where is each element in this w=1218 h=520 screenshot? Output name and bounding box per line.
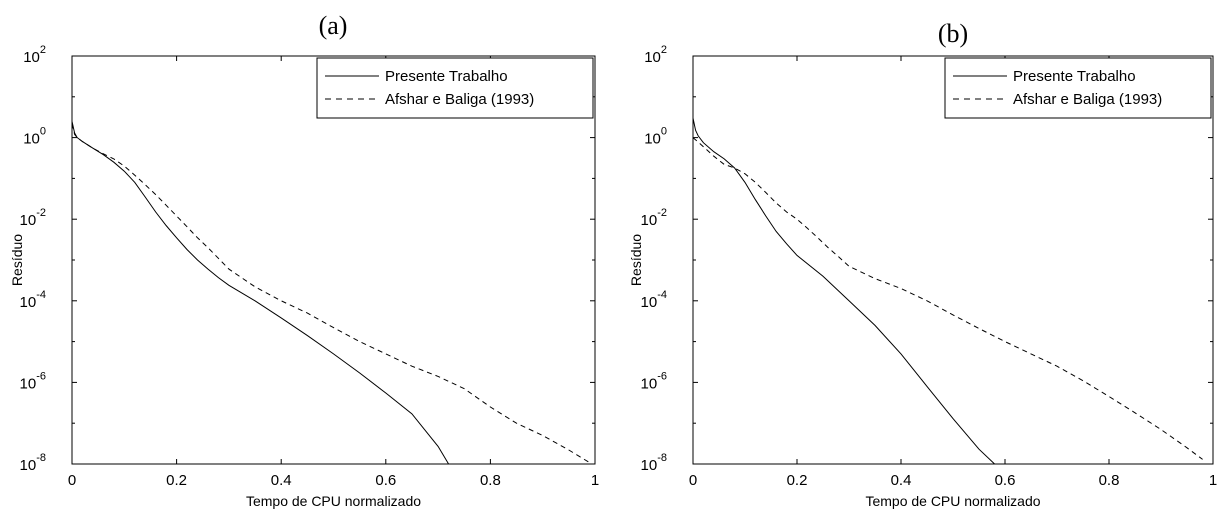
- series-line-presente-trabalho: [693, 117, 995, 464]
- legend-label: Afshar e Baliga (1993): [1013, 91, 1162, 108]
- x-axis-label: Tempo de CPU normalizado: [865, 493, 1040, 509]
- legend-label: Afshar e Baliga (1993): [385, 91, 534, 108]
- x-tick-label: 0.4: [891, 472, 912, 489]
- x-tick-label: 1: [591, 472, 599, 489]
- chart-panel-1: 0 0.2 0.4 0.6 0.8 1 10-8 10-6 10-4 10-2 100 102 (b) T…: [628, 19, 1217, 509]
- series-line-afshar-baliga: [693, 137, 1203, 460]
- series-group: [72, 121, 593, 464]
- x-tick-label: 0: [689, 472, 697, 489]
- legend: Presente Trabalho Afshar e Baliga (1993): [316, 57, 594, 119]
- x-tick-label: 0.6: [375, 472, 396, 489]
- y-tick-label: 10-4: [20, 289, 46, 311]
- chart-panel-0: 0 0.2 0.4 0.6 0.8 1 10-8 10-6 10-4 10-2 100 102 (a) T…: [9, 11, 599, 509]
- series-line-afshar-baliga: [72, 123, 593, 464]
- y-tick-label: 10-2: [20, 207, 46, 229]
- y-axis-label: Resíduo: [9, 234, 25, 286]
- x-axis-label: Tempo de CPU normalizado: [246, 493, 421, 509]
- y-tick-label: 10-6: [20, 370, 46, 392]
- legend-label: Presente Trabalho: [385, 68, 508, 85]
- x-tick-label: 0: [68, 472, 76, 489]
- panel-label: (a): [319, 11, 348, 40]
- y-tick-label: 100: [23, 126, 46, 148]
- legend-box: [316, 57, 594, 119]
- x-tick-label: 0.2: [787, 472, 808, 489]
- x-tick-label: 0.8: [1099, 472, 1120, 489]
- y-tick-label: 10-6: [641, 370, 667, 392]
- legend: Presente Trabalho Afshar e Baliga (1993): [944, 57, 1212, 119]
- x-tick-label: 1: [1209, 472, 1217, 489]
- x-tick-label: 0.6: [995, 472, 1016, 489]
- y-tick-label: 102: [23, 44, 46, 66]
- y-tick-label: 100: [644, 126, 667, 148]
- panel-label: (b): [938, 19, 968, 48]
- y-tick-label: 10-2: [641, 207, 667, 229]
- x-tick-label: 0.2: [166, 472, 187, 489]
- series-line-presente-trabalho: [72, 121, 450, 464]
- y-tick-label: 10-8: [641, 452, 667, 474]
- y-tick-label: 10-4: [641, 289, 667, 311]
- legend-label: Presente Trabalho: [1013, 68, 1136, 85]
- x-tick-label: 0.4: [271, 472, 292, 489]
- x-tick-label: 0.8: [480, 472, 501, 489]
- series-group: [693, 117, 1203, 464]
- y-tick-label: 10-8: [20, 452, 46, 474]
- y-tick-label: 102: [644, 44, 667, 66]
- legend-box: [944, 57, 1212, 119]
- y-axis-label: Resíduo: [628, 234, 644, 286]
